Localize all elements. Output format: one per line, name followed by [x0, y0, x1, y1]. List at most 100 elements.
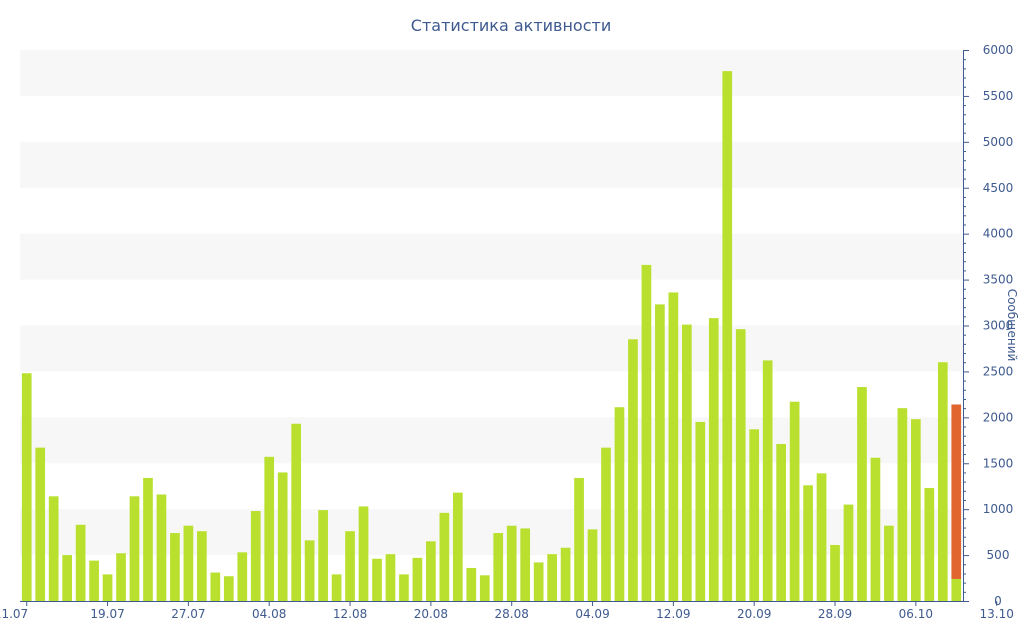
bar — [749, 429, 760, 601]
y-axis-title: Сообщений — [1005, 289, 1019, 362]
y-tick-label: 4000 — [983, 227, 1014, 241]
bar — [62, 555, 72, 601]
bar — [722, 71, 733, 602]
y-tick-label: 500 — [987, 548, 1010, 562]
bar — [304, 540, 315, 601]
x-tick-label: 04.08 — [252, 607, 286, 621]
bar — [681, 324, 692, 601]
chart-title: Статистика активности — [411, 16, 611, 35]
y-tick-label: 4500 — [983, 181, 1014, 195]
bars — [21, 71, 962, 602]
bar — [89, 560, 99, 601]
bar — [857, 387, 867, 601]
bar — [520, 528, 531, 601]
y-tick-label: 0 — [994, 594, 1002, 608]
bar — [345, 531, 355, 601]
y-tick-label: 5500 — [983, 89, 1014, 103]
bar — [897, 408, 908, 601]
bar — [533, 562, 544, 601]
x-tick-label: 19.07 — [90, 607, 124, 621]
x-tick-label: 20.08 — [414, 607, 448, 621]
bar — [170, 533, 180, 601]
x-tick-label: 12.09 — [656, 607, 690, 621]
bar-highlight — [951, 404, 962, 579]
bar — [668, 292, 679, 601]
bar — [237, 552, 248, 601]
bar — [156, 494, 167, 601]
bar — [35, 447, 46, 601]
y-tick-label: 5000 — [983, 135, 1014, 149]
bar — [250, 511, 261, 601]
bar — [291, 423, 302, 601]
bar — [843, 504, 854, 601]
bar — [641, 264, 652, 601]
bar — [574, 477, 584, 601]
bar — [937, 362, 948, 601]
bar — [479, 575, 490, 601]
bar — [951, 578, 962, 601]
bar — [116, 553, 126, 601]
bar — [277, 472, 288, 601]
bar — [452, 492, 463, 601]
y-tick-label: 2500 — [983, 364, 1014, 378]
x-tick-label: 27.07 — [171, 607, 205, 621]
x-tick-label: 20.09 — [737, 607, 771, 621]
grid-band — [20, 50, 963, 96]
bar — [197, 531, 207, 601]
y-tick-label: 1500 — [983, 456, 1014, 470]
bar — [75, 524, 86, 601]
bar — [803, 485, 813, 601]
bar — [102, 574, 113, 601]
bar — [129, 496, 140, 601]
bar — [708, 318, 719, 601]
x-tick-label: 04.09 — [575, 607, 609, 621]
bar — [318, 510, 328, 601]
bar — [816, 473, 827, 601]
bar — [924, 488, 935, 601]
bar — [412, 557, 423, 601]
bar — [789, 401, 800, 601]
bar — [762, 360, 773, 601]
bar — [223, 576, 234, 601]
bar — [210, 572, 221, 601]
bar — [143, 477, 153, 601]
x-tick-label: 06.10 — [899, 607, 933, 621]
bar — [372, 558, 382, 601]
bar — [695, 421, 706, 601]
x-tick-label: 12.08 — [333, 607, 367, 621]
y-tick-label: 2000 — [983, 410, 1014, 424]
bar — [870, 457, 881, 601]
grid-band — [20, 141, 963, 188]
y-tick-label: 6000 — [983, 43, 1014, 57]
y-tick-label: 3500 — [983, 273, 1014, 287]
bar — [358, 506, 369, 601]
bar — [466, 567, 477, 601]
bar — [264, 456, 275, 601]
bar — [830, 544, 840, 601]
bar — [331, 574, 342, 601]
x-tick-label: 28.08 — [495, 607, 529, 621]
bar — [911, 419, 921, 601]
bar — [21, 373, 32, 601]
bar — [183, 525, 194, 601]
x-tick-label: 13.10 — [979, 607, 1013, 621]
bar — [399, 574, 409, 601]
bar — [439, 512, 450, 601]
bar — [735, 329, 746, 601]
grid-band — [20, 233, 963, 280]
bar — [776, 443, 786, 601]
bar — [587, 529, 598, 601]
y-tick-label: 3000 — [983, 319, 1014, 333]
bar — [628, 339, 638, 601]
bar — [385, 554, 396, 601]
bar — [48, 496, 59, 601]
bar — [547, 554, 557, 601]
bar — [614, 407, 625, 601]
bar — [506, 525, 517, 601]
bar — [426, 541, 436, 601]
x-tick-label: 28.09 — [818, 607, 852, 621]
bar — [884, 525, 894, 601]
x-tick-label: 11.07 — [0, 607, 28, 621]
bar — [655, 304, 665, 601]
